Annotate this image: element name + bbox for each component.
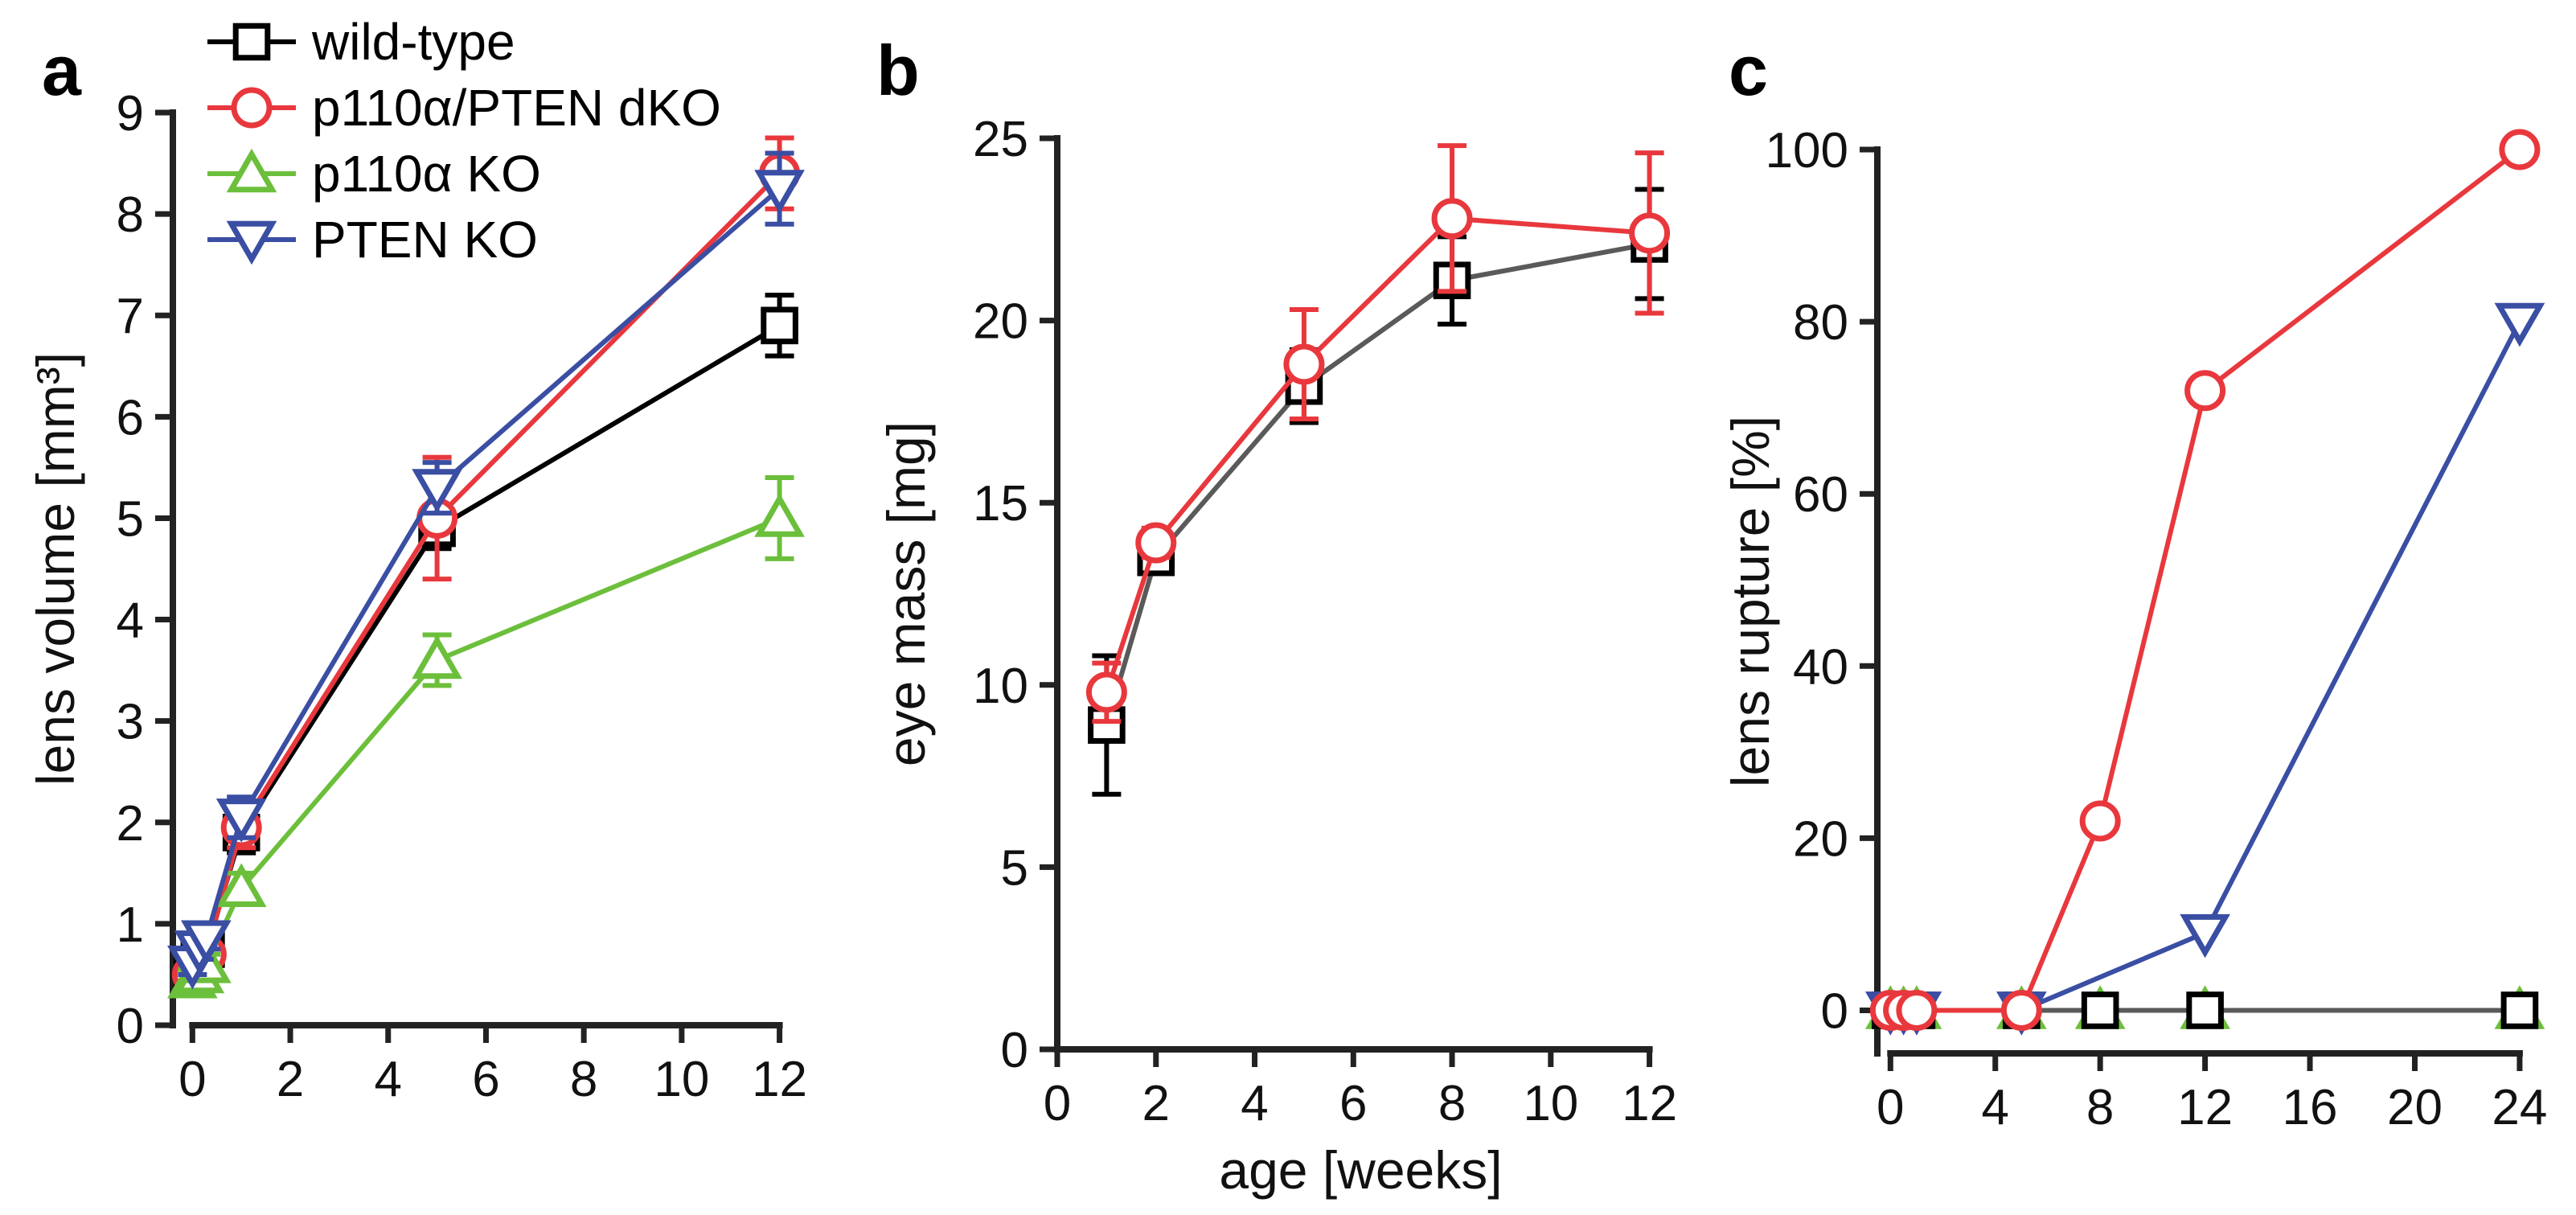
legend-marker [226,148,277,193]
y-axis-title: eye mass [mg] [876,421,936,766]
data-point [2186,991,2224,1029]
x-tick-label: 6 [1339,1076,1367,1131]
series-line [1890,320,2522,1013]
x-tick-label: 0 [1044,1076,1071,1131]
data-point [2000,989,2042,1031]
data-point [754,170,805,214]
data-point [761,306,798,345]
data-point [2180,913,2230,958]
x-axis-title: age [weeks] [1219,1140,1502,1200]
y-axis-title: lens volume [mm³] [26,352,85,786]
data-point [2081,991,2119,1029]
y-tick-label: 15 [973,476,1028,532]
legend-marker [226,220,277,265]
series-line [190,187,781,966]
x-tick-label: 4 [1981,1080,2008,1135]
data-point [1896,989,1938,1031]
legend-label: PTEN KO [312,211,538,269]
data-point [412,634,462,679]
data-point [2500,991,2539,1029]
data-point [1135,522,1177,564]
y-tick-label: 20 [973,294,1028,350]
y-tick-label: 60 [1793,467,1848,523]
panel-label-b: b [876,31,920,110]
y-tick-label: 80 [1793,295,1848,351]
panel-label-a: a [42,31,82,110]
x-tick-label: 12 [2177,1080,2233,1135]
legend-marker [232,23,271,61]
series-line [1104,241,1651,726]
data-point [2079,800,2121,842]
panel-c-plot: 0 20 40 60 80 100 0 4 8 12 16 20 24 lens rupture [%] [1721,123,2547,1135]
legend: wild-type p110α/PTEN dKO p110α KO PTEN KO [207,13,721,269]
x-tick-label: 0 [1877,1080,1904,1135]
y-tick-label: 8 [117,187,144,243]
x-tick-label: 10 [654,1052,709,1107]
data-point [1283,343,1325,385]
x-tick-label: 10 [1523,1076,1578,1131]
data-point [2499,129,2541,170]
y-tick-label: 9 [117,86,144,142]
y-axis-title: lens rupture [%] [1721,416,1780,787]
series-line [1104,215,1650,693]
x-tick-label: 8 [2086,1080,2114,1135]
y-tick-label: 7 [117,289,144,344]
y-tick-label: 20 [1793,811,1848,867]
x-tick-label: 4 [1241,1076,1268,1131]
y-tick-label: 100 [1766,123,1848,179]
y-tick-label: 0 [1821,983,1848,1039]
y-tick-label: 5 [1001,840,1028,896]
data-point [181,920,232,965]
y-tick-label: 4 [117,593,144,649]
x-tick-label: 4 [375,1052,402,1107]
data-point [1629,212,1671,254]
legend-label: wild-type [311,13,515,71]
data-point [215,863,267,908]
data-point [1431,198,1473,240]
x-tick-label: 8 [570,1052,597,1107]
y-tick-label: 0 [117,999,144,1054]
data-point [2184,370,2226,412]
y-tick-label: 5 [117,491,144,547]
y-tick-label: 0 [1001,1023,1028,1078]
series-line [1890,147,2521,1013]
series-line [190,323,781,976]
y-tick-label: 6 [117,390,144,445]
x-tick-label: 2 [277,1052,304,1107]
x-tick-label: 0 [178,1052,206,1107]
x-tick-label: 8 [1438,1076,1466,1131]
legend-label: p110α KO [312,145,541,203]
data-point [1085,671,1127,713]
y-tick-label: 1 [117,897,144,953]
panel-label-c: c [1729,31,1768,110]
data-point [215,798,267,843]
series-line [190,171,781,976]
x-tick-label: 16 [2283,1080,2338,1135]
data-point [754,493,805,537]
x-tick-label: 12 [752,1052,807,1107]
panel-b-plot: 0 5 10 15 20 25 0 2 4 6 8 10 12 eye mass [mg] age [wee… [876,112,1677,1200]
data-point [412,469,462,513]
x-tick-label: 2 [1142,1076,1170,1131]
x-tick-label: 12 [1622,1076,1677,1131]
x-tick-label: 24 [2492,1080,2547,1135]
x-tick-label: 6 [472,1052,499,1107]
y-tick-label: 40 [1793,639,1848,695]
y-tick-label: 25 [973,112,1028,167]
data-point [2494,302,2545,347]
legend-label: p110α/PTEN dKO [312,79,721,137]
y-tick-label: 2 [117,796,144,852]
y-tick-label: 10 [973,659,1028,714]
y-tick-label: 3 [117,695,144,750]
legend-marker [231,87,273,129]
x-tick-label: 20 [2387,1080,2443,1135]
